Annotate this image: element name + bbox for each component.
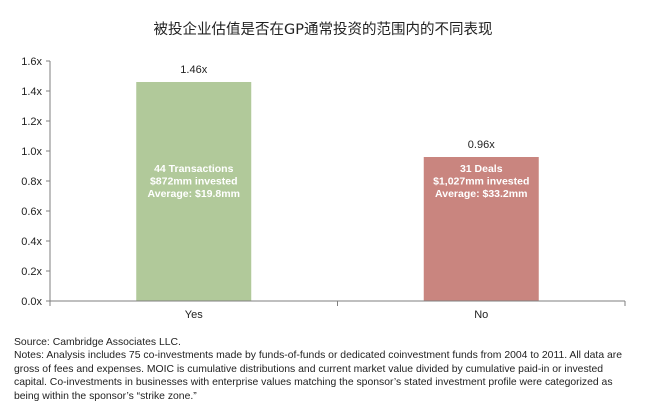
bar-value-label: 0.96x xyxy=(468,139,495,151)
bar-annotation-line: Average: $33.2mm xyxy=(435,188,527,200)
x-category-label: No xyxy=(474,309,488,321)
y-tick-label: 0.0x xyxy=(21,296,42,308)
source-line: Source: Cambridge Associates LLC. xyxy=(14,337,181,348)
x-axis: Yes No xyxy=(49,300,626,321)
bar-value-label: 1.46x xyxy=(180,64,207,76)
notes-text: Notes: Analysis includes 75 co-investmen… xyxy=(14,350,622,402)
bar-annotation-line: $872mm invested xyxy=(150,176,238,188)
y-tick-label: 1.2x xyxy=(21,116,42,128)
bar-chart: 0.0x 0.2x 0.4x 0.6x 0.8x 1.0x 1.2x 1.4x 1.6x 1.4… xyxy=(21,56,626,321)
y-tick-label: 1.0x xyxy=(21,146,42,158)
y-tick-label: 0.8x xyxy=(21,176,42,188)
bar-no xyxy=(423,157,539,301)
y-axis: 0.0x 0.2x 0.4x 0.6x 0.8x 1.0x 1.2x 1.4x 1.6x xyxy=(21,56,51,308)
source-notes: Source: Cambridge Associates LLC. Notes:… xyxy=(14,336,636,403)
y-tick-label: 0.6x xyxy=(21,206,42,218)
bar-annotation-line: $1,027mm invested xyxy=(433,176,529,188)
bar-annotation-line: 44 Transactions xyxy=(154,163,234,175)
y-tick-label: 0.2x xyxy=(21,266,42,278)
bar-annotation-line: 31 Deals xyxy=(460,163,503,175)
x-category-label: Yes xyxy=(185,309,203,321)
y-tick-label: 0.4x xyxy=(21,236,42,248)
chart-title: 被投企业估值是否在GP通常投资的范围内的不同表现 xyxy=(153,22,493,38)
bar-annotation-line: Average: $19.8mm xyxy=(148,188,240,200)
bar-yes xyxy=(136,82,252,301)
y-tick-label: 1.4x xyxy=(21,86,42,98)
y-tick-label: 1.6x xyxy=(21,56,42,68)
